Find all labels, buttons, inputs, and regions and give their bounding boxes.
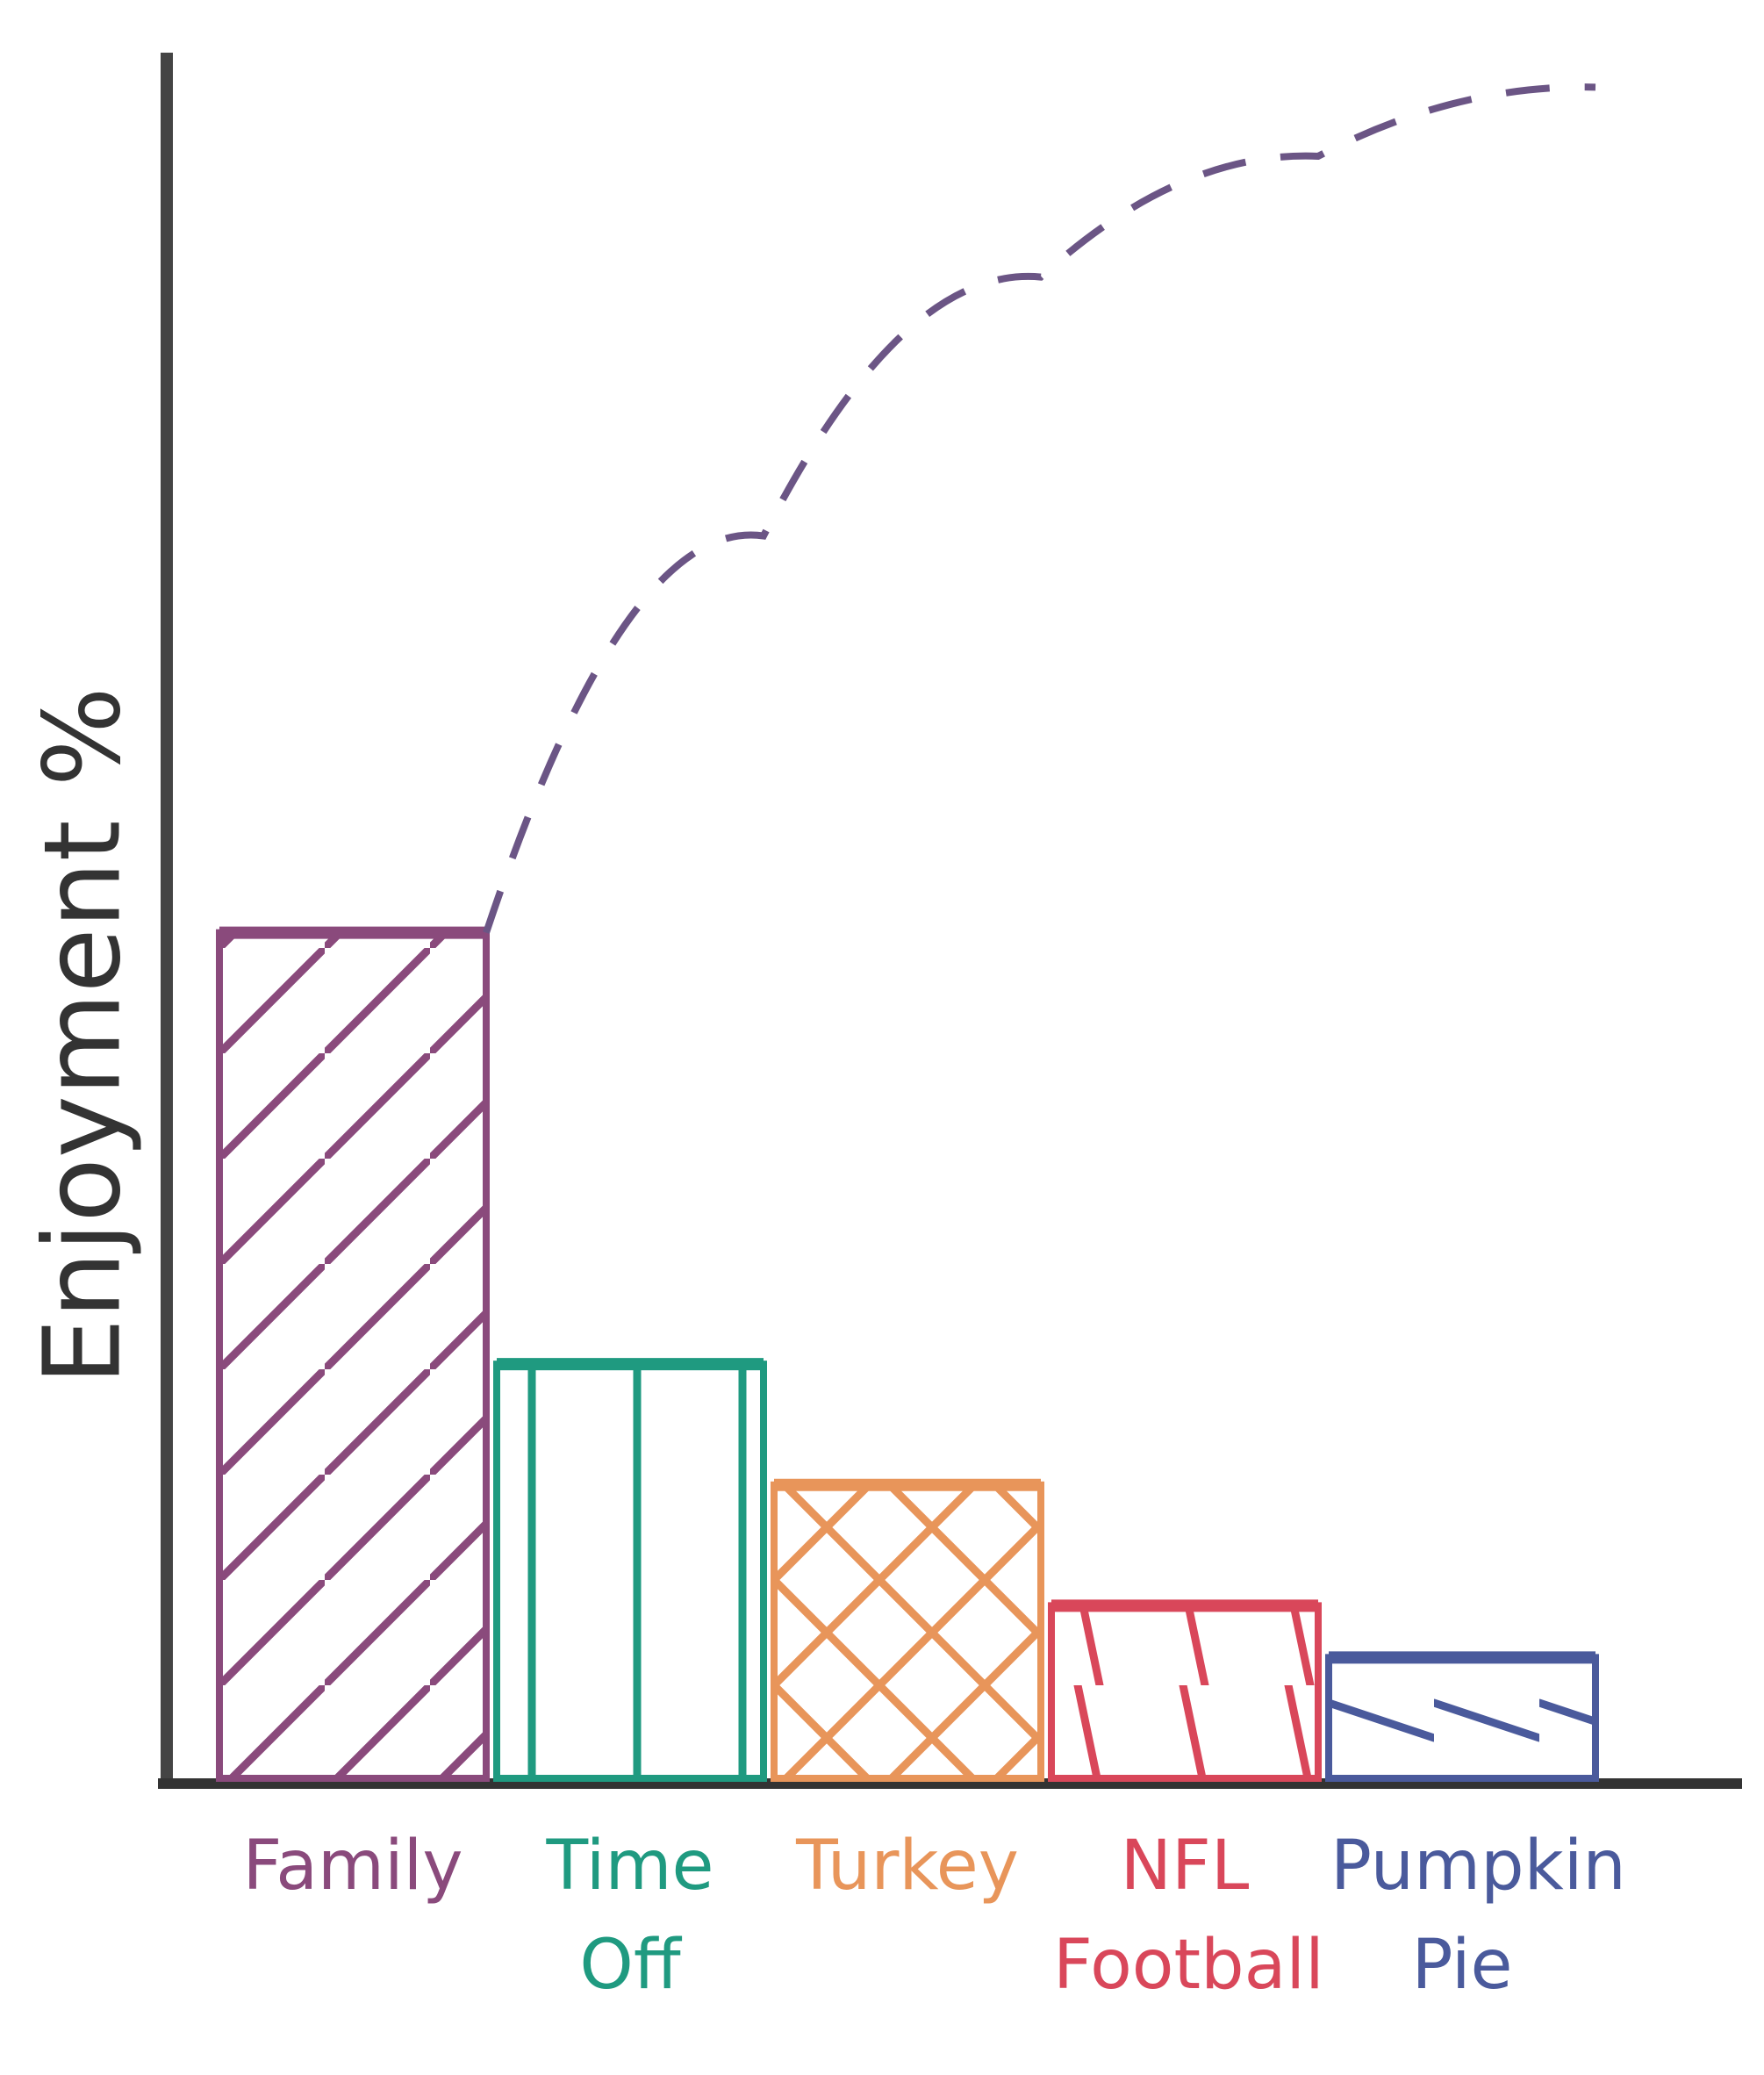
x-tick-label: Time Off xyxy=(546,1827,714,2006)
bar xyxy=(771,1481,1044,1783)
bar xyxy=(493,1361,767,1783)
bar xyxy=(1325,1654,1599,1782)
x-tick-label: Pumpkin Pie xyxy=(1330,1827,1626,2006)
x-tick-label: Turkey xyxy=(796,1827,1019,1906)
y-axis-label: Enjoyment % xyxy=(22,686,145,1385)
bar xyxy=(216,929,490,1783)
cumulative-line xyxy=(483,83,1596,934)
x-tick-label: Family xyxy=(242,1827,463,1906)
x-tick-label: NFL Football xyxy=(1053,1827,1324,2006)
bar xyxy=(1048,1602,1322,1783)
